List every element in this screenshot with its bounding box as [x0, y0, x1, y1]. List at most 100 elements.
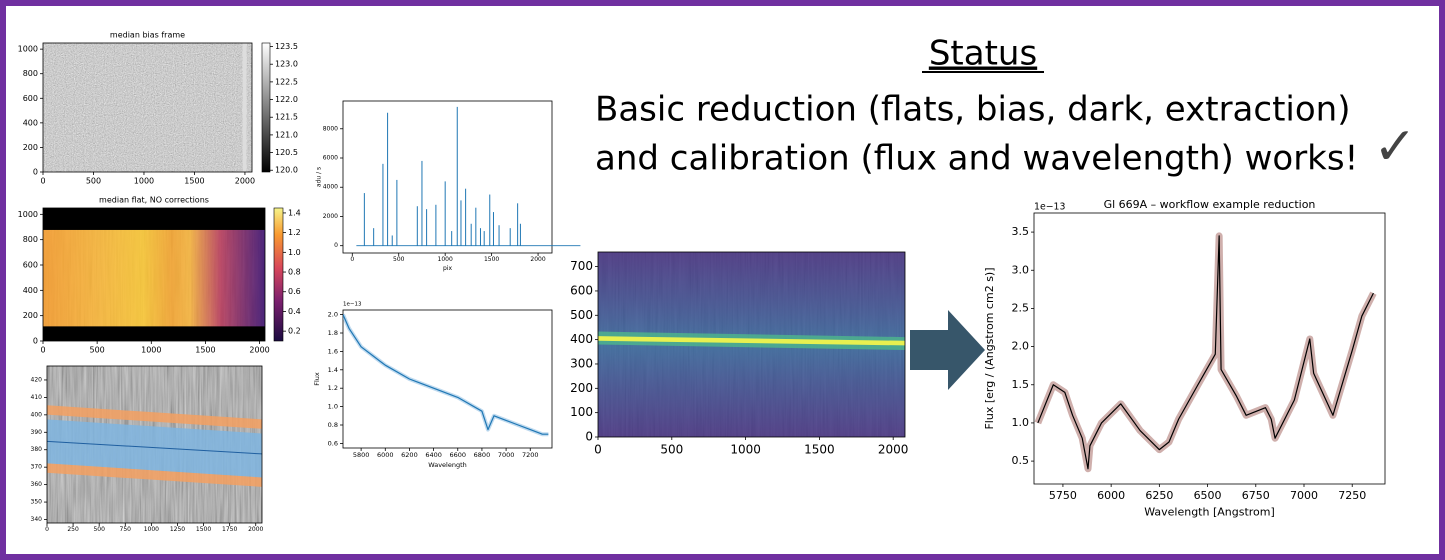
x-tick-label: 6750 [1242, 489, 1270, 502]
x-tick-label: 2000 [235, 176, 255, 185]
image [43, 208, 265, 341]
colorbar-tick-label: 123.0 [275, 60, 298, 69]
x-axis-label: Wavelength [428, 461, 467, 469]
y-tick-label: 800 [23, 235, 38, 244]
x-tick-label: 6800 [474, 451, 491, 459]
y-tick-label: 2000 [323, 213, 338, 220]
y-tick-label: 600 [570, 283, 593, 297]
axis-offset: 1e−13 [343, 302, 362, 308]
x-tick-label: 2000 [249, 345, 269, 354]
trace-line [47, 440, 262, 455]
x-tick-label: 500 [86, 176, 101, 185]
plot-frame [342, 309, 553, 449]
y-tick-label: 300 [570, 356, 593, 370]
plot-frame [342, 100, 553, 254]
y-tick-label: 1.8 [328, 329, 338, 337]
x-tick-label: 6400 [425, 451, 442, 459]
x-tick-label: 500 [90, 345, 105, 354]
trace-band [47, 405, 262, 429]
y-tick-label: 1.0 [1012, 416, 1030, 429]
plot-title: Gl 669A – workflow example reduction [1104, 198, 1316, 211]
plot-frame [42, 42, 253, 173]
x-tick-label: 500 [660, 443, 683, 457]
x-tick-label: 2000 [248, 526, 263, 533]
colorbar-tick-label: 121.0 [275, 130, 298, 139]
y-tick-label: 2.5 [1012, 301, 1030, 314]
x-tick-label: 1500 [484, 256, 499, 263]
x-tick-label: 1000 [144, 526, 159, 533]
x-tick-label: 6000 [377, 451, 394, 459]
y-tick-label: 400 [23, 286, 38, 295]
x-axis-label: pix [443, 265, 452, 272]
y-tick-label: 800 [23, 69, 38, 78]
image-strip [242, 43, 247, 172]
image-band [43, 208, 265, 230]
y-axis-label: Flux [erg / (Angstrom cm2 s)] [983, 267, 996, 429]
x-tick-label: 500 [93, 526, 105, 533]
colorbar-tick-label: 122.5 [275, 77, 298, 86]
y-tick-label: 400 [31, 411, 43, 418]
x-tick-label: 7000 [1290, 489, 1318, 502]
y-tick-label: 500 [570, 308, 593, 322]
y-tick-label: 1000 [18, 45, 38, 54]
colorbar-tick-label: 0.6 [288, 287, 301, 296]
plot-frame [597, 251, 906, 438]
x-tick-label: 5800 [353, 451, 370, 459]
x-tick-label: 1500 [195, 345, 215, 354]
y-tick-label: 0 [33, 337, 38, 346]
y-tick-label: 350 [31, 499, 43, 506]
colorbar-tick-label: 123.5 [275, 42, 298, 51]
y-tick-label: 420 [31, 376, 43, 383]
y-tick-label: 390 [31, 429, 43, 436]
x-tick-label: 6600 [449, 451, 466, 459]
y-tick-label: 1.0 [328, 403, 338, 411]
status-line: and calibration (flux and wavelength) wo… [595, 139, 1358, 179]
y-tick-label: 340 [31, 516, 43, 523]
y-tick-label: 6000 [323, 155, 338, 162]
y-tick-label: 200 [23, 311, 38, 320]
x-tick-label: 250 [67, 526, 79, 533]
y-axis-label: Flux [313, 372, 321, 386]
y-tick-label: 380 [31, 446, 43, 453]
plot-title: median flat, NO corrections [99, 196, 209, 205]
y-tick-label: 600 [23, 261, 38, 270]
status-heading: Status [929, 34, 1037, 74]
colorbar-tick-label: 122.0 [275, 95, 298, 104]
image-band [43, 326, 265, 341]
y-tick-label: 400 [23, 118, 38, 127]
x-tick-label: 2000 [878, 443, 909, 457]
x-tick-label: 7200 [522, 451, 539, 459]
y-tick-label: 1.2 [328, 384, 338, 392]
plot-frame [1033, 212, 1386, 485]
x-tick-label: 1500 [196, 526, 211, 533]
y-tick-label: 1.5 [1012, 378, 1030, 391]
trace-band [47, 463, 262, 487]
y-tick-label: 360 [31, 481, 43, 488]
x-tick-label: 6500 [1194, 489, 1222, 502]
status-line: Basic reduction (flats, bias, dark, extr… [595, 90, 1350, 130]
y-tick-label: 600 [23, 94, 38, 103]
plot-image [43, 43, 252, 172]
colorbar-tick-label: 120.0 [275, 166, 298, 175]
trace-band [47, 419, 262, 478]
x-tick-label: 5750 [1049, 489, 1077, 502]
y-tick-label: 0 [585, 430, 593, 444]
colorbar-tick-label: 0.8 [288, 268, 301, 277]
y-tick-label: 0.8 [328, 421, 338, 429]
y-tick-label: 370 [31, 464, 43, 471]
spectrum [1034, 232, 1377, 473]
y-tick-label: 0.5 [1012, 454, 1030, 467]
y-tick-label: 3.0 [1012, 263, 1030, 276]
spectrum-line [343, 314, 549, 435]
x-tick-label: 1500 [184, 176, 204, 185]
colorbar-tick-label: 0.2 [288, 327, 301, 336]
y-tick-label: 4000 [323, 184, 338, 191]
y-tick-label: 0 [33, 168, 38, 177]
x-tick-label: 6000 [1097, 489, 1125, 502]
x-axis-label: Wavelength [Angstrom] [1144, 506, 1275, 519]
y-tick-label: 1.4 [328, 366, 338, 374]
y-tick-label: 2.0 [328, 311, 338, 319]
y-axis-label: adu / s [316, 167, 323, 187]
plot-title: median bias frame [110, 31, 185, 40]
